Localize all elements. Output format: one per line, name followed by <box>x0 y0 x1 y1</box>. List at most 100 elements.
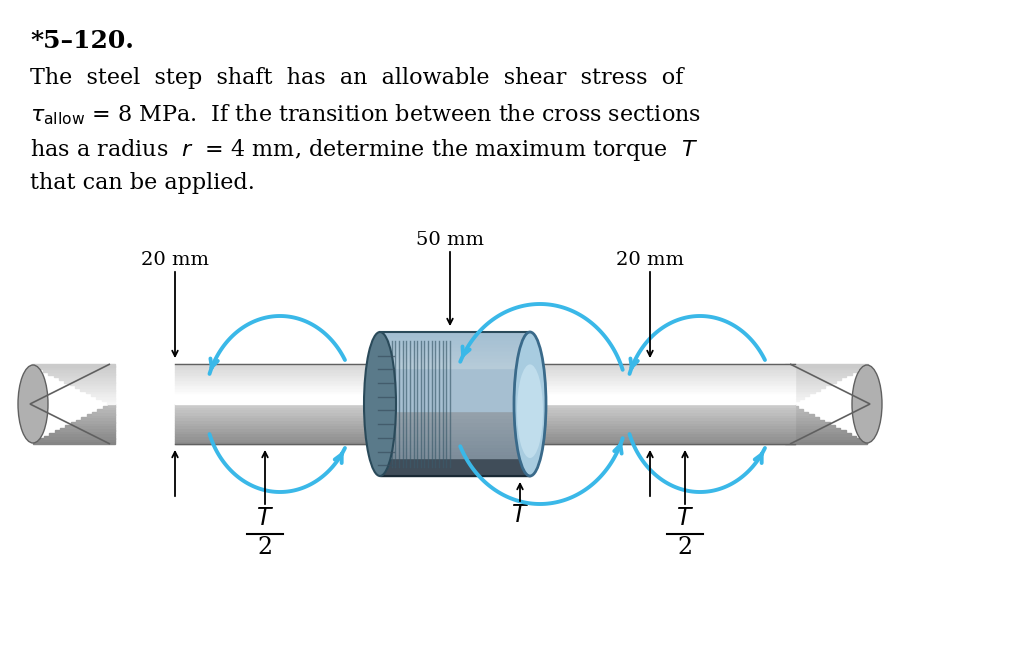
Bar <box>380 432 530 436</box>
Bar <box>525 442 795 444</box>
Bar <box>380 429 530 433</box>
Bar <box>175 428 390 431</box>
Text: The  steel  step  shaft  has  an  allowable  shear  stress  of: The steel step shaft has an allowable sh… <box>30 67 683 89</box>
Bar <box>380 364 530 368</box>
Bar <box>175 378 390 380</box>
Bar <box>785 395 804 399</box>
Bar <box>525 409 795 412</box>
Bar <box>380 436 530 440</box>
Bar <box>39 438 115 442</box>
Bar <box>175 393 390 396</box>
Bar <box>175 442 390 444</box>
Bar <box>785 377 841 380</box>
Bar <box>785 387 820 391</box>
Bar <box>785 369 857 372</box>
Bar <box>380 425 530 429</box>
Bar <box>380 393 530 397</box>
Bar <box>380 389 530 393</box>
Text: $T$: $T$ <box>256 507 274 530</box>
Bar <box>380 461 530 465</box>
Ellipse shape <box>370 364 390 444</box>
Bar <box>785 372 852 375</box>
Bar <box>86 414 115 417</box>
Bar <box>108 403 115 407</box>
Text: $T$: $T$ <box>511 504 529 527</box>
Bar <box>380 447 530 451</box>
Bar <box>175 372 390 375</box>
Bar <box>175 396 390 399</box>
Bar <box>43 369 115 372</box>
Bar <box>380 386 530 389</box>
Bar <box>175 375 390 378</box>
Bar <box>785 441 867 444</box>
Bar <box>175 391 390 393</box>
Bar <box>175 380 390 383</box>
Bar <box>380 371 530 375</box>
Bar <box>785 382 830 386</box>
Bar <box>380 440 530 444</box>
Bar <box>49 433 115 436</box>
Bar <box>59 428 115 431</box>
Bar <box>175 409 390 412</box>
Bar <box>380 368 530 372</box>
Bar <box>525 407 795 409</box>
Bar <box>525 425 795 428</box>
Bar <box>53 374 115 378</box>
Ellipse shape <box>852 365 882 443</box>
Bar <box>175 383 390 386</box>
Bar <box>785 409 803 412</box>
Bar <box>525 436 795 439</box>
Bar <box>785 366 862 369</box>
Bar <box>101 398 115 401</box>
Bar <box>785 411 808 415</box>
Bar <box>525 399 795 401</box>
Bar <box>380 349 530 354</box>
Bar <box>175 386 390 388</box>
Bar <box>785 398 799 401</box>
Bar <box>175 420 390 422</box>
Bar <box>785 433 851 436</box>
Text: *5–120.: *5–120. <box>30 29 134 53</box>
Ellipse shape <box>517 364 543 458</box>
Bar <box>380 400 530 404</box>
Bar <box>175 422 390 425</box>
Ellipse shape <box>520 364 540 444</box>
Bar <box>525 404 795 407</box>
Bar <box>380 415 530 418</box>
Bar <box>175 369 390 372</box>
Bar <box>785 385 825 388</box>
Bar <box>785 401 794 404</box>
Bar <box>525 393 795 396</box>
Text: 50 mm: 50 mm <box>416 231 484 249</box>
Bar <box>175 431 390 434</box>
Bar <box>58 377 115 380</box>
Text: 2: 2 <box>257 536 272 559</box>
Bar <box>380 454 530 458</box>
Bar <box>785 438 861 442</box>
Bar <box>380 411 530 415</box>
Bar <box>525 369 795 372</box>
Bar <box>380 418 530 422</box>
Bar <box>175 439 390 442</box>
Ellipse shape <box>18 365 48 443</box>
Bar <box>175 401 390 404</box>
Bar <box>54 430 115 434</box>
Text: has a radius  $r$  = 4 mm, determine the maximum torque  $T$: has a radius $r$ = 4 mm, determine the m… <box>30 137 698 163</box>
Bar <box>175 425 390 428</box>
Bar <box>380 353 530 357</box>
Bar <box>70 382 115 386</box>
Bar <box>65 380 115 383</box>
Bar <box>785 422 829 425</box>
Bar <box>80 387 115 391</box>
Bar <box>106 401 115 404</box>
Bar <box>525 388 795 391</box>
Bar <box>525 391 795 393</box>
Bar <box>38 366 115 369</box>
Bar <box>97 409 115 412</box>
Bar <box>785 428 840 431</box>
Bar <box>525 380 795 383</box>
Text: 20 mm: 20 mm <box>616 251 684 269</box>
Bar <box>85 390 115 393</box>
Bar <box>525 401 795 404</box>
Bar <box>785 420 824 422</box>
